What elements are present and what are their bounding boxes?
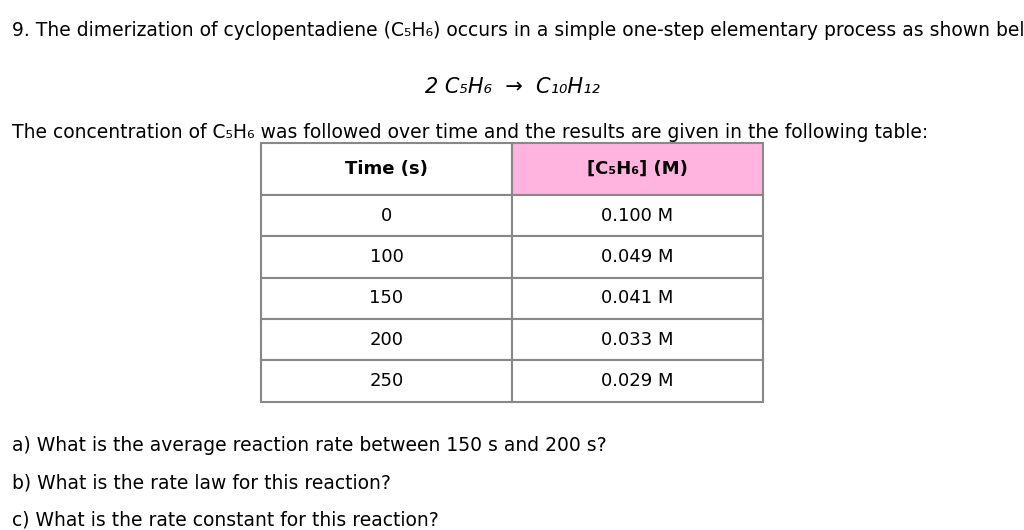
Text: 0: 0 xyxy=(381,207,392,225)
Text: b) What is the rate law for this reaction?: b) What is the rate law for this reactio… xyxy=(12,473,391,492)
Text: a) What is the average reaction rate between 150 s and 200 s?: a) What is the average reaction rate bet… xyxy=(12,436,607,455)
Text: 0.049 M: 0.049 M xyxy=(601,248,674,266)
Text: 250: 250 xyxy=(370,372,403,390)
Text: 2 C₅H₆  →  C₁₀H₁₂: 2 C₅H₆ → C₁₀H₁₂ xyxy=(425,77,599,97)
Text: c) What is the rate constant for this reaction?: c) What is the rate constant for this re… xyxy=(12,510,439,529)
Text: 200: 200 xyxy=(370,331,403,349)
Text: Time (s): Time (s) xyxy=(345,160,428,178)
Text: 0.041 M: 0.041 M xyxy=(601,289,674,307)
Text: The concentration of C₅H₆ was followed over time and the results are given in th: The concentration of C₅H₆ was followed o… xyxy=(12,123,929,142)
Text: [C₅H₆] (M): [C₅H₆] (M) xyxy=(587,160,688,178)
Text: 0.029 M: 0.029 M xyxy=(601,372,674,390)
Text: 0.033 M: 0.033 M xyxy=(601,331,674,349)
Text: 100: 100 xyxy=(370,248,403,266)
Text: 0.100 M: 0.100 M xyxy=(601,207,674,225)
Text: 9. The dimerization of cyclopentadiene (C₅H₆) occurs in a simple one-step elemen: 9. The dimerization of cyclopentadiene (… xyxy=(12,21,1024,40)
Text: 150: 150 xyxy=(370,289,403,307)
